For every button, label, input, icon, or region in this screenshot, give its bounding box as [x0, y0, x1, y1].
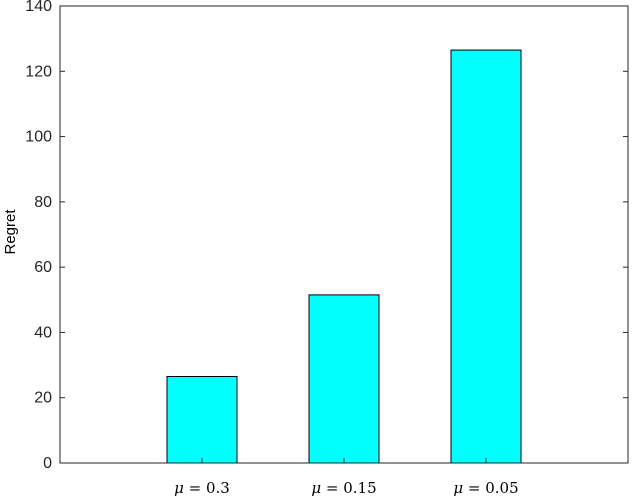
y-tick-label: 140 [25, 0, 52, 15]
y-tick-label: 120 [25, 63, 52, 80]
category-labels-group: μ = 0.3 μ = 0.15 μ = 0.05 [174, 479, 518, 497]
y-tick-label: 0 [43, 455, 52, 472]
y-tick-label: 80 [34, 194, 52, 211]
x-tick-label: μ = 0.3 [174, 479, 230, 497]
axes-group [59, 5, 629, 464]
bars-group [166, 49, 522, 464]
y-tick-label: 40 [34, 324, 52, 341]
y-tick-label: 100 [25, 129, 52, 146]
bar-1 [166, 375, 238, 464]
y-axis-label: Regret [2, 209, 19, 255]
x-tick-label: μ = 0.05 [453, 479, 518, 497]
y-tick-label: 20 [34, 390, 52, 407]
x-tick-label: μ = 0.15 [311, 479, 376, 497]
bar-3 [450, 49, 522, 464]
y-ticks-group: 0 20 40 60 80 100 120 140 [25, 0, 628, 472]
bar-2 [308, 294, 380, 464]
y-tick-label: 60 [34, 259, 52, 276]
